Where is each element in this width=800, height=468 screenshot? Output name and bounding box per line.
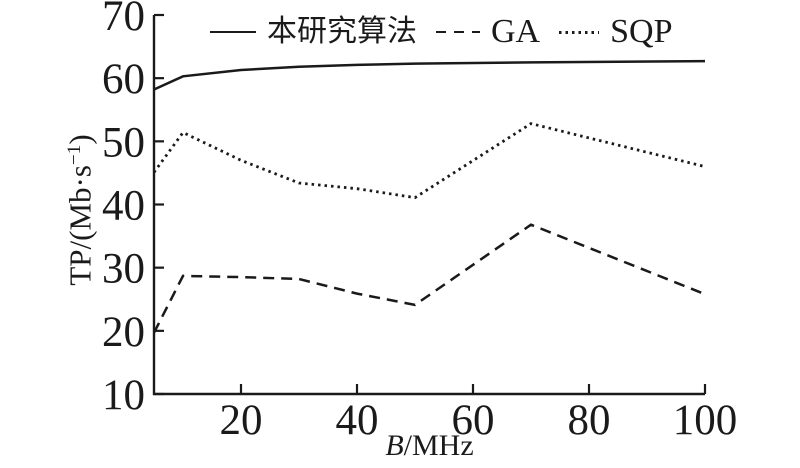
y-axis-label-text: TP/(Mb·s xyxy=(62,165,98,286)
solid-line-swatch-icon xyxy=(210,30,256,34)
chart-legend: 本研究算法 GA SQP xyxy=(210,8,691,56)
x-tick-label: 40 xyxy=(336,397,379,444)
legend-label-proposed: 本研究算法 xyxy=(267,15,417,48)
series-line-sqp xyxy=(152,122,706,200)
series-line-ga xyxy=(152,223,706,334)
x-tick-label: 20 xyxy=(220,397,263,444)
legend-label-ga: GA xyxy=(491,13,541,50)
y-axis-label-close: ) xyxy=(62,134,98,145)
series-line-proposed xyxy=(153,59,706,91)
y-tick-label: 50 xyxy=(102,119,145,166)
y-axis-label: TP/(Mb·s−1) xyxy=(57,10,98,410)
legend-item-sqp: SQP xyxy=(559,9,672,55)
y-tick-label: 60 xyxy=(102,56,145,103)
x-tick-label: 60 xyxy=(452,397,495,444)
x-tick-label: 100 xyxy=(673,397,738,444)
y-tick-label: 30 xyxy=(102,246,145,293)
y-axis-label-exponent: −1 xyxy=(64,144,85,166)
y-tick-label: 20 xyxy=(102,309,145,356)
dashed-line-swatch-icon xyxy=(436,30,480,34)
legend-item-proposed: 本研究算法 xyxy=(210,9,417,55)
y-tick-label: 40 xyxy=(102,183,145,230)
x-tick-label: 80 xyxy=(568,397,611,444)
dotted-line-swatch-icon xyxy=(559,30,600,34)
x-axis-label: B/MHz xyxy=(154,429,705,463)
x-axis-label-symbol: B xyxy=(385,429,404,462)
x-axis-label-unit: /MHz xyxy=(403,429,474,462)
y-tick-label: 10 xyxy=(102,372,145,419)
legend-label-sqp: SQP xyxy=(610,13,673,50)
y-tick-label: 70 xyxy=(102,0,145,40)
legend-item-ga: GA xyxy=(436,9,540,55)
